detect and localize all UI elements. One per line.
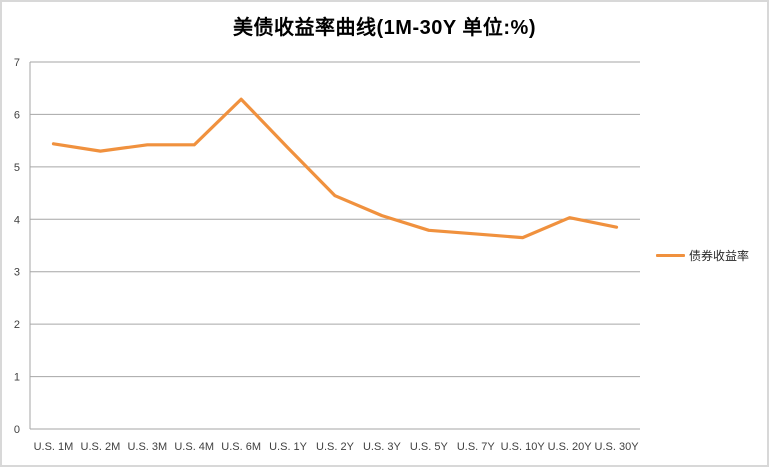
y-axis-tick-label: 0 (14, 424, 20, 436)
y-axis-tick-label: 4 (14, 214, 20, 226)
x-axis-category-label: U.S. 3Y (363, 441, 402, 453)
legend-series-label: 债券收益率 (689, 249, 750, 263)
x-axis-category-label: U.S. 5Y (410, 441, 449, 453)
x-axis-category-label: U.S. 1Y (269, 441, 308, 453)
y-axis-tick-label: 7 (14, 57, 20, 69)
y-axis-tick-label: 6 (14, 109, 20, 121)
legend: 债券收益率 (656, 247, 749, 264)
y-axis-tick-label: 1 (14, 372, 20, 384)
legend-line-swatch-icon (656, 254, 685, 257)
x-axis-category-label: U.S. 2M (81, 441, 121, 453)
x-axis-category-label: U.S. 2Y (316, 441, 355, 453)
yield-curve-line (51, 97, 619, 240)
x-axis-category-label: U.S. 20Y (548, 441, 593, 453)
x-axis-category-label: U.S. 7Y (457, 441, 496, 453)
x-axis-category-label: U.S. 30Y (595, 441, 640, 453)
y-axis-tick-label: 2 (14, 319, 20, 331)
y-axis-tick-label: 5 (14, 162, 20, 174)
chart-title: 美债收益率曲线(1M-30Y 单位:%) (233, 17, 536, 39)
x-axis-category-label: U.S. 4M (174, 441, 214, 453)
y-axis-tick-label: 3 (14, 267, 20, 279)
x-axis-category-label: U.S. 10Y (501, 441, 546, 453)
x-axis-category-label: U.S. 6M (221, 441, 261, 453)
x-axis-category-label: U.S. 1M (34, 441, 74, 453)
x-axis-category-label: U.S. 3M (127, 441, 167, 453)
